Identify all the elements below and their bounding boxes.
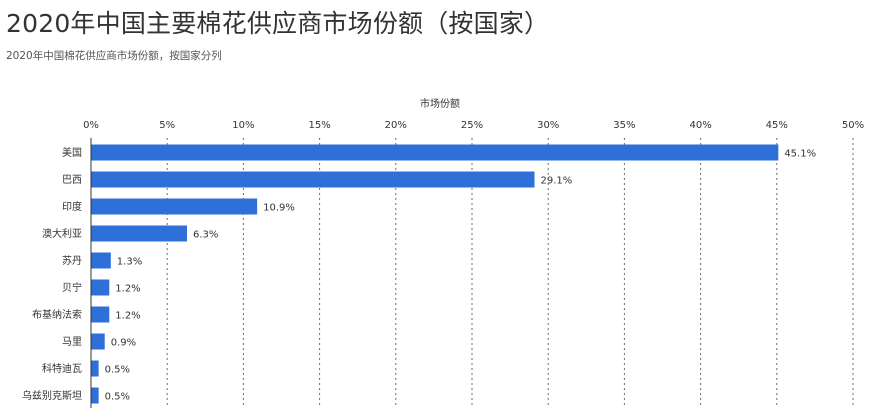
value-label: 0.9% bbox=[111, 338, 136, 349]
category-label: 科特迪瓦 bbox=[42, 362, 82, 375]
bar bbox=[91, 252, 111, 269]
value-label: 6.3% bbox=[193, 230, 218, 241]
x-tick-label: 15% bbox=[308, 120, 330, 131]
value-label: 1.2% bbox=[115, 284, 140, 295]
value-label: 1.3% bbox=[117, 257, 142, 268]
bar bbox=[91, 279, 110, 296]
value-label: 10.9% bbox=[263, 203, 295, 214]
bar bbox=[91, 306, 110, 323]
category-label: 马里 bbox=[62, 336, 82, 348]
tick-labels: 0% 5% 10% 15% 20% 25% 30% 35% 40% 45% 50% bbox=[83, 120, 864, 131]
bar bbox=[91, 144, 779, 161]
x-tick-label: 20% bbox=[385, 120, 407, 131]
category-label: 印度 bbox=[62, 200, 82, 213]
x-tick-label: 45% bbox=[766, 120, 788, 131]
category-label: 美国 bbox=[62, 146, 82, 159]
value-labels: 45.1% 29.1% 10.9% 6.3% 1.3% 1.2% 1.2% 0.9% 0.5% 0… bbox=[105, 149, 816, 403]
value-label: 29.1% bbox=[540, 176, 572, 187]
x-axis-title: 市场份额 bbox=[420, 97, 460, 110]
value-label: 45.1% bbox=[784, 149, 816, 160]
category-label: 布基纳法索 bbox=[32, 308, 82, 321]
x-tick-label: 25% bbox=[461, 120, 483, 131]
value-label: 1.2% bbox=[115, 311, 140, 322]
chart-title: 2020年中国主要棉花供应商市场份额（按国家） bbox=[6, 9, 550, 38]
x-tick-label: 10% bbox=[232, 120, 254, 131]
x-tick-label: 30% bbox=[537, 120, 559, 131]
bar bbox=[91, 360, 99, 377]
bars bbox=[91, 144, 779, 404]
bar bbox=[91, 333, 105, 350]
category-label: 澳大利亚 bbox=[42, 227, 82, 240]
x-tick-label: 5% bbox=[159, 120, 175, 131]
grid-lines bbox=[166, 138, 854, 408]
x-tick-label: 35% bbox=[613, 120, 635, 131]
x-tick-label: 40% bbox=[689, 120, 711, 131]
x-tick-label: 0% bbox=[83, 120, 99, 131]
bar bbox=[91, 171, 535, 188]
value-label: 0.5% bbox=[105, 365, 130, 376]
chart-subtitle: 2020年中国棉花供应商市场份额，按国家分列 bbox=[6, 50, 222, 62]
category-label: 苏丹 bbox=[62, 254, 82, 267]
bar bbox=[91, 225, 188, 242]
bar bbox=[91, 387, 99, 404]
category-label: 乌兹别克斯坦 bbox=[22, 389, 82, 402]
x-tick-label: 50% bbox=[842, 120, 864, 131]
bar bbox=[91, 198, 258, 215]
category-label: 贝宁 bbox=[62, 281, 82, 294]
value-label: 0.5% bbox=[105, 392, 130, 403]
category-label: 巴西 bbox=[62, 174, 82, 186]
